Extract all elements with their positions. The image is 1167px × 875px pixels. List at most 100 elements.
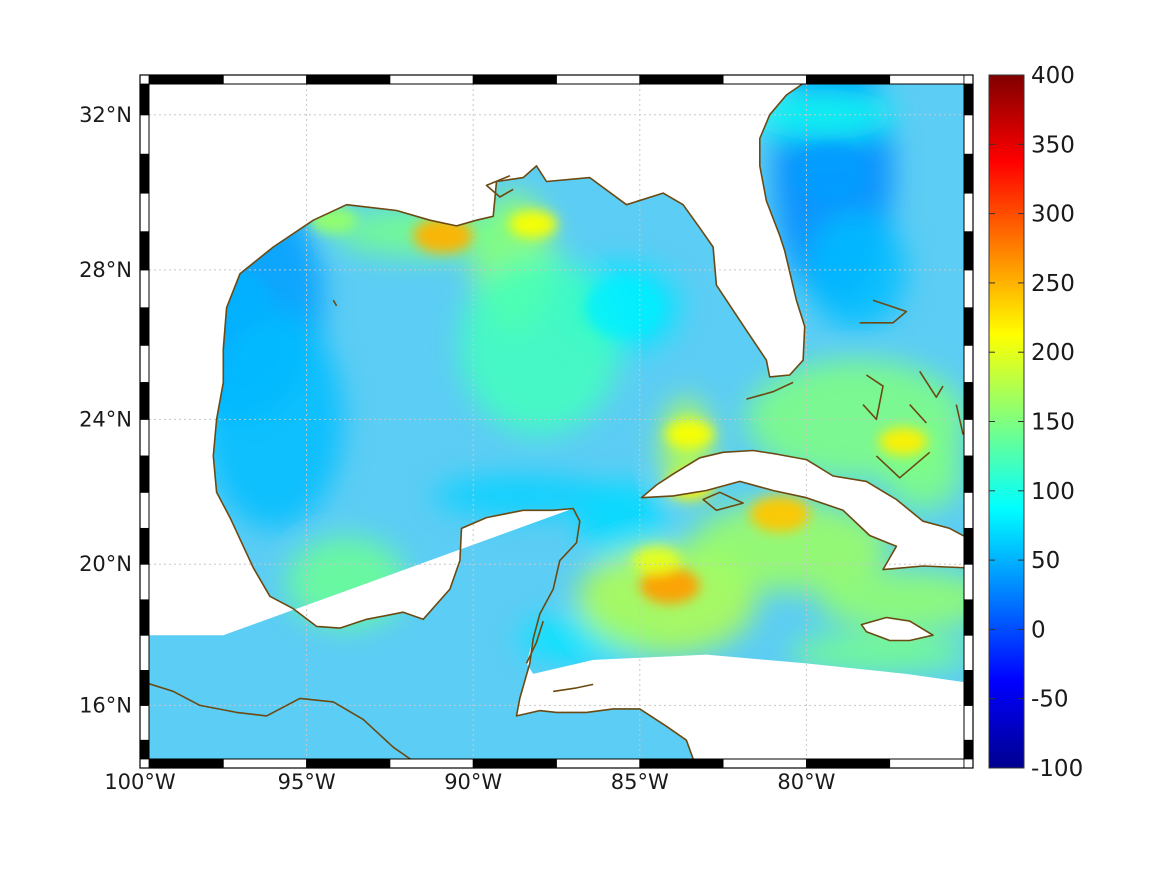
frame-segment [139, 739, 150, 760]
field-low [791, 143, 868, 204]
frame-segment [148, 74, 224, 85]
frame-segment [389, 758, 474, 769]
coastline-pacific [149, 682, 414, 760]
coastline-gulf [212, 83, 806, 760]
frame-inner-outline [148, 83, 965, 760]
frame-segment [139, 114, 150, 155]
frame-segment [963, 344, 974, 383]
coastline-bahamas [919, 370, 944, 398]
frame-segment [963, 563, 974, 601]
lat-tick-label: 28°N [79, 258, 132, 282]
lon-tick-label: 100°W [104, 770, 176, 794]
frame-segment [222, 74, 308, 85]
frame-segment [139, 563, 150, 601]
frame-segment [139, 382, 150, 420]
frame-segment [148, 758, 224, 769]
frame-segment [306, 74, 391, 85]
frame-corner [139, 758, 150, 769]
frame-segment [389, 74, 474, 85]
colorbar: 400 350 300 250 200 150 100 50 0 -50 -10… [988, 63, 1083, 782]
frame-segment [139, 192, 150, 233]
field-blob [753, 89, 894, 140]
latitude-labels: 32°N 28°N 24°N 20°N 16°N [79, 103, 132, 718]
graticule [149, 84, 964, 759]
frame-segment [472, 74, 557, 85]
colorbar-tick-label: 250 [1031, 271, 1075, 297]
coastline-florida-keys [746, 381, 794, 400]
frame-segment [139, 231, 150, 271]
colorbar-tick-label: -50 [1031, 687, 1069, 713]
field-low [585, 277, 662, 338]
coastline-bay-islands [553, 683, 594, 693]
frame-segment [963, 599, 974, 636]
frame-corner [963, 74, 974, 85]
field-hotspot [879, 427, 928, 456]
field-hotspot [639, 567, 700, 604]
field-blob [433, 475, 614, 516]
coastline-bahamas [909, 404, 927, 424]
colorbar-tick-label: 400 [1031, 63, 1075, 89]
lon-tick-label: 95°W [278, 770, 336, 794]
colorbar-labels: 400 350 300 250 200 150 100 50 0 -50 -10… [1031, 63, 1083, 782]
frame-segment [222, 758, 308, 769]
lat-tick-label: 20°N [79, 552, 132, 576]
frame-segment [139, 83, 150, 116]
colorbar-tick-label: 50 [1031, 548, 1060, 574]
coastline-bahamas [859, 299, 908, 324]
frame-segment [139, 269, 150, 309]
frame-segment [139, 418, 150, 457]
frame-segment [139, 344, 150, 383]
field-blob [459, 255, 620, 436]
field-blob [203, 309, 344, 530]
frame-segment [139, 705, 150, 741]
map-frame [139, 74, 974, 769]
frame-segment [472, 758, 557, 769]
colorbar-tick-label: 0 [1031, 617, 1046, 643]
frame-segment [139, 634, 150, 671]
field-hotspot [509, 210, 558, 239]
frame-segment [139, 599, 150, 636]
frame-segment [639, 74, 724, 85]
coastline-jamaica [860, 616, 934, 642]
map-area: 100°W 95°W 90°W 85°W 80°W 32°N 28°N 24°N… [79, 74, 974, 794]
frame-segment [963, 231, 974, 271]
frame-segment [889, 758, 965, 769]
colorbar-ticks [989, 74, 1024, 769]
frame-segment [963, 153, 974, 194]
frame-segment [963, 269, 974, 309]
colorbar-tick-label: 200 [1031, 340, 1075, 366]
colorbar-tick-label: 150 [1031, 410, 1075, 436]
field-blob [816, 569, 965, 630]
coastline-belize [525, 620, 544, 664]
field-blob [689, 501, 890, 592]
frame-segment [139, 455, 150, 493]
coastline-cuba [640, 449, 965, 571]
coastline-lake [485, 174, 514, 198]
frame-segment [963, 382, 974, 420]
field-hotspot [413, 217, 474, 254]
field-hotspot [749, 495, 810, 532]
frame-segment [963, 527, 974, 565]
field-marks [195, 143, 928, 604]
field-variations [149, 83, 965, 673]
frame-segment [139, 491, 150, 529]
colorbar-tick-label: 100 [1031, 479, 1075, 505]
frame-segment [963, 634, 974, 671]
frame-segment [806, 758, 891, 769]
frame-segment [639, 758, 724, 769]
frame-segment [963, 418, 974, 457]
frame-segment [139, 153, 150, 194]
frame-segment [139, 670, 150, 706]
frame-segment [306, 758, 391, 769]
frame-segment [806, 74, 891, 85]
frame-segment [963, 192, 974, 233]
lat-tick-label: 24°N [79, 407, 132, 431]
frame-segment [556, 74, 641, 85]
frame-segment [963, 114, 974, 155]
colorbar-tick-label: -100 [1031, 756, 1083, 782]
frame-segment [139, 307, 150, 346]
coastlines [149, 83, 965, 760]
frame-segment [963, 739, 974, 760]
frame-segment [963, 83, 974, 116]
